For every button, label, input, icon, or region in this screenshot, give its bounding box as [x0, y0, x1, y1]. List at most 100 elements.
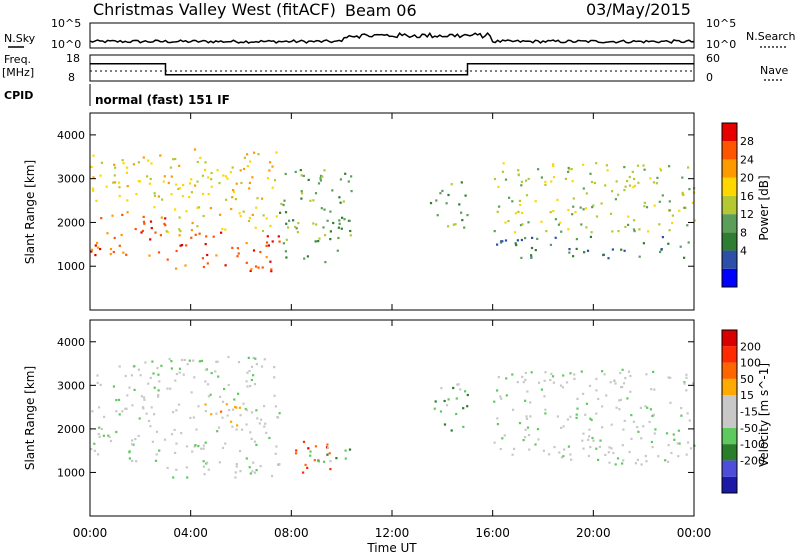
velocity-cell	[646, 406, 649, 409]
velocity-cell	[233, 398, 236, 401]
power-cell	[519, 224, 523, 227]
velocity-cell	[98, 435, 101, 438]
velocity-cell	[273, 394, 276, 397]
velocity-cell	[457, 383, 460, 386]
velocity-cell	[244, 408, 247, 411]
velocity-cell	[562, 425, 565, 428]
power-cell	[461, 219, 464, 222]
power-cell	[549, 243, 552, 246]
power-cell	[309, 199, 312, 202]
power-cell	[204, 243, 207, 246]
power-cell	[96, 241, 99, 245]
velocity-cell	[254, 357, 257, 360]
power-cell	[338, 219, 341, 222]
power-cell	[249, 269, 252, 272]
velocity-cell	[273, 376, 276, 379]
velocity-cell	[640, 463, 643, 466]
power-cell	[219, 213, 222, 216]
power-cell	[626, 180, 629, 183]
velocity-cell	[149, 376, 152, 379]
velocity-cell	[197, 445, 200, 448]
velocity-cell	[206, 461, 209, 464]
velocity-cell	[99, 383, 102, 386]
power-cell	[250, 268, 253, 271]
power-cell	[300, 192, 304, 195]
power-cell	[269, 224, 272, 227]
power-cell	[204, 161, 207, 164]
velocity-cell	[591, 436, 594, 440]
power-cell	[232, 190, 236, 193]
velocity-cell	[466, 405, 469, 408]
velocity-cell	[197, 405, 200, 408]
power-cell	[501, 240, 504, 243]
velocity-cell	[210, 372, 213, 375]
power-cell	[502, 162, 505, 165]
velocity-cell	[607, 451, 610, 454]
power-cell	[99, 174, 102, 177]
velocity-cell	[202, 447, 205, 450]
noise-right-tick-bottom: 10^0	[706, 38, 736, 51]
velocity-cell	[118, 365, 121, 368]
power-cell	[179, 230, 182, 233]
velocity-cell	[180, 358, 184, 362]
velocity-cell	[126, 394, 129, 397]
power-cell	[300, 197, 303, 200]
power-cell	[500, 240, 503, 243]
power-cell	[235, 182, 238, 185]
velocity-cell	[109, 439, 113, 443]
velocity-cell	[637, 430, 640, 433]
power-cell	[501, 170, 504, 173]
power-cell	[552, 163, 555, 166]
power-cell	[267, 244, 270, 247]
power-cell	[153, 194, 157, 197]
power-cell	[94, 244, 97, 247]
velocity-cell	[130, 374, 133, 377]
freq-left-label-1: Freq.	[4, 53, 31, 66]
velocity-cell	[582, 447, 585, 450]
freq-right-tick-bottom: 0	[706, 71, 713, 84]
velocity-cell	[97, 432, 100, 436]
velocity-cell	[204, 441, 207, 444]
power-cell	[349, 234, 352, 237]
velocity-cell	[569, 415, 572, 418]
velocity-cell	[216, 430, 219, 433]
velocity-cell	[154, 459, 158, 462]
power-cell	[265, 217, 268, 220]
velocity-cell	[131, 443, 134, 446]
power-cell	[113, 174, 116, 177]
power-cell	[112, 181, 115, 184]
velocity-cell	[665, 432, 669, 435]
power-cell	[687, 241, 690, 244]
power-cell	[324, 234, 327, 237]
velocity-cell	[148, 419, 151, 423]
velocity-ytick-label: 1000	[57, 466, 85, 479]
power-cell	[668, 229, 671, 232]
velocity-cell	[302, 440, 306, 443]
power-cell	[458, 203, 461, 206]
power-cell	[157, 195, 160, 198]
velocity-cell	[590, 418, 593, 421]
power-cell	[231, 246, 234, 249]
velocity-cell	[614, 463, 617, 466]
power-cell	[342, 200, 345, 203]
velocity-cell	[525, 415, 528, 418]
power-cell	[288, 219, 291, 222]
velocity-cell	[580, 370, 583, 373]
velocity-cell	[155, 430, 159, 433]
velocity-cell	[246, 371, 249, 374]
velocity-cell	[686, 412, 689, 415]
velocity-cell	[626, 397, 629, 400]
power-cell	[161, 198, 164, 201]
velocity-cell	[323, 460, 326, 463]
velocity-cell	[636, 426, 639, 429]
power-cell	[504, 221, 507, 224]
velocity-cell	[245, 408, 248, 412]
noise-sky-trace	[89, 31, 695, 44]
velocity-cell	[263, 405, 266, 408]
velocity-cell	[623, 419, 626, 422]
power-cell	[317, 240, 320, 243]
power-cell	[113, 236, 116, 240]
velocity-cell	[263, 358, 266, 361]
velocity-cell	[525, 417, 529, 420]
power-cell	[617, 230, 620, 233]
